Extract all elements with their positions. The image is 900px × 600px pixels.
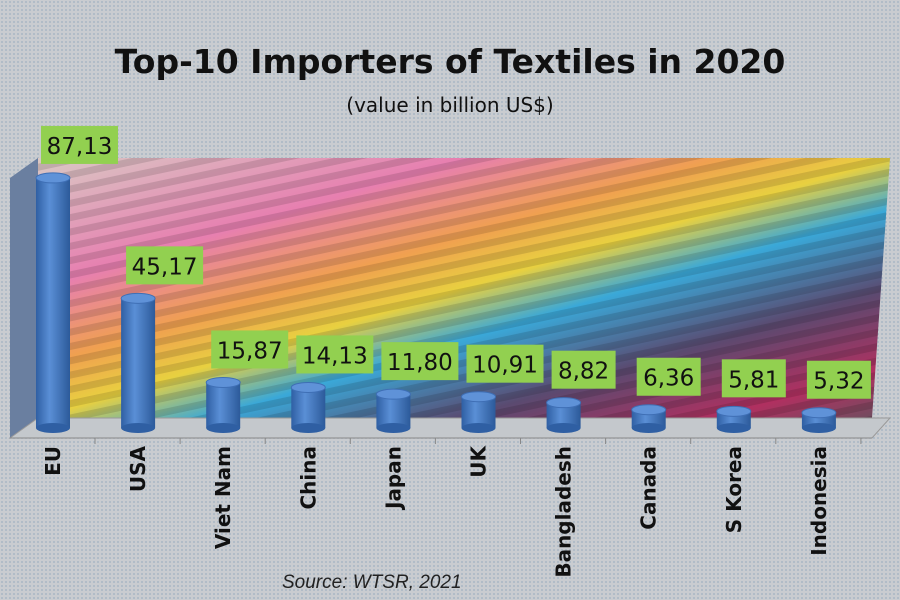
- category-label-5: UK: [467, 445, 491, 478]
- data-label-8: 5,81: [728, 367, 779, 393]
- data-label-bg-4: [381, 342, 459, 381]
- bar-0: [36, 177, 70, 428]
- category-label-8: S Korea: [722, 446, 746, 533]
- data-label-1: 45,17: [132, 254, 198, 280]
- data-label-bg-9: [806, 360, 871, 399]
- bar-base-3: [291, 423, 326, 433]
- bar-top-9: [801, 407, 837, 419]
- bar-top-8: [716, 405, 752, 417]
- data-label-bg-6: [551, 350, 616, 389]
- bar-1: [121, 298, 156, 428]
- data-label-bg-5: [466, 344, 544, 383]
- data-label-2: 15,87: [217, 338, 283, 364]
- category-label-2: Viet Nam: [211, 446, 235, 549]
- data-label-bg-2: [211, 330, 289, 369]
- bar-base-1: [121, 423, 156, 433]
- data-label-bg-8: [721, 359, 786, 398]
- data-label-7: 6,36: [643, 366, 694, 392]
- bar-4: [376, 394, 411, 428]
- bar-base-0: [36, 423, 70, 433]
- bar-base-7: [631, 423, 666, 433]
- bar-3: [291, 387, 326, 428]
- data-label-6: 8,82: [558, 359, 609, 385]
- category-label-4: Japan: [381, 446, 405, 511]
- category-label-9: Indonesia: [807, 446, 831, 556]
- category-label-3: China: [296, 446, 320, 510]
- bar-top-3: [290, 381, 326, 393]
- bar-base-8: [716, 423, 751, 433]
- data-label-bg-0: [41, 125, 118, 164]
- data-label-9: 5,32: [813, 369, 864, 395]
- bar-2: [206, 382, 241, 428]
- bar-top-2: [205, 376, 241, 388]
- bar-base-2: [206, 423, 241, 433]
- data-label-0: 87,13: [47, 134, 113, 160]
- data-label-5: 10,91: [472, 353, 538, 379]
- bar-base-5: [461, 423, 496, 433]
- chart-subtitle: (value in billion US$): [346, 93, 554, 117]
- category-label-7: Canada: [637, 446, 661, 530]
- side-wall: [10, 158, 38, 438]
- data-label-bg-7: [636, 357, 701, 396]
- category-label-6: Bangladesh: [552, 446, 576, 578]
- data-label-bg-3: [296, 335, 374, 374]
- bar-top-7: [631, 404, 667, 416]
- source-note: Source: WTSR, 2021: [282, 572, 462, 593]
- bar-base-4: [376, 423, 411, 433]
- data-label-3: 14,13: [302, 343, 368, 369]
- bar-top-1: [120, 292, 156, 304]
- bar-top-5: [461, 391, 496, 403]
- bar-top-4: [375, 388, 411, 400]
- bar-top-0: [35, 172, 71, 184]
- category-label-1: USA: [126, 445, 150, 492]
- category-label-0: EU: [41, 446, 65, 476]
- chart-title: Top-10 Importers of Textiles in 2020: [114, 42, 786, 81]
- data-label-bg-1: [126, 246, 204, 285]
- bar-top-6: [546, 397, 582, 409]
- bar-base-6: [546, 423, 581, 433]
- bar-base-9: [801, 423, 836, 433]
- data-label-4: 11,80: [387, 350, 453, 376]
